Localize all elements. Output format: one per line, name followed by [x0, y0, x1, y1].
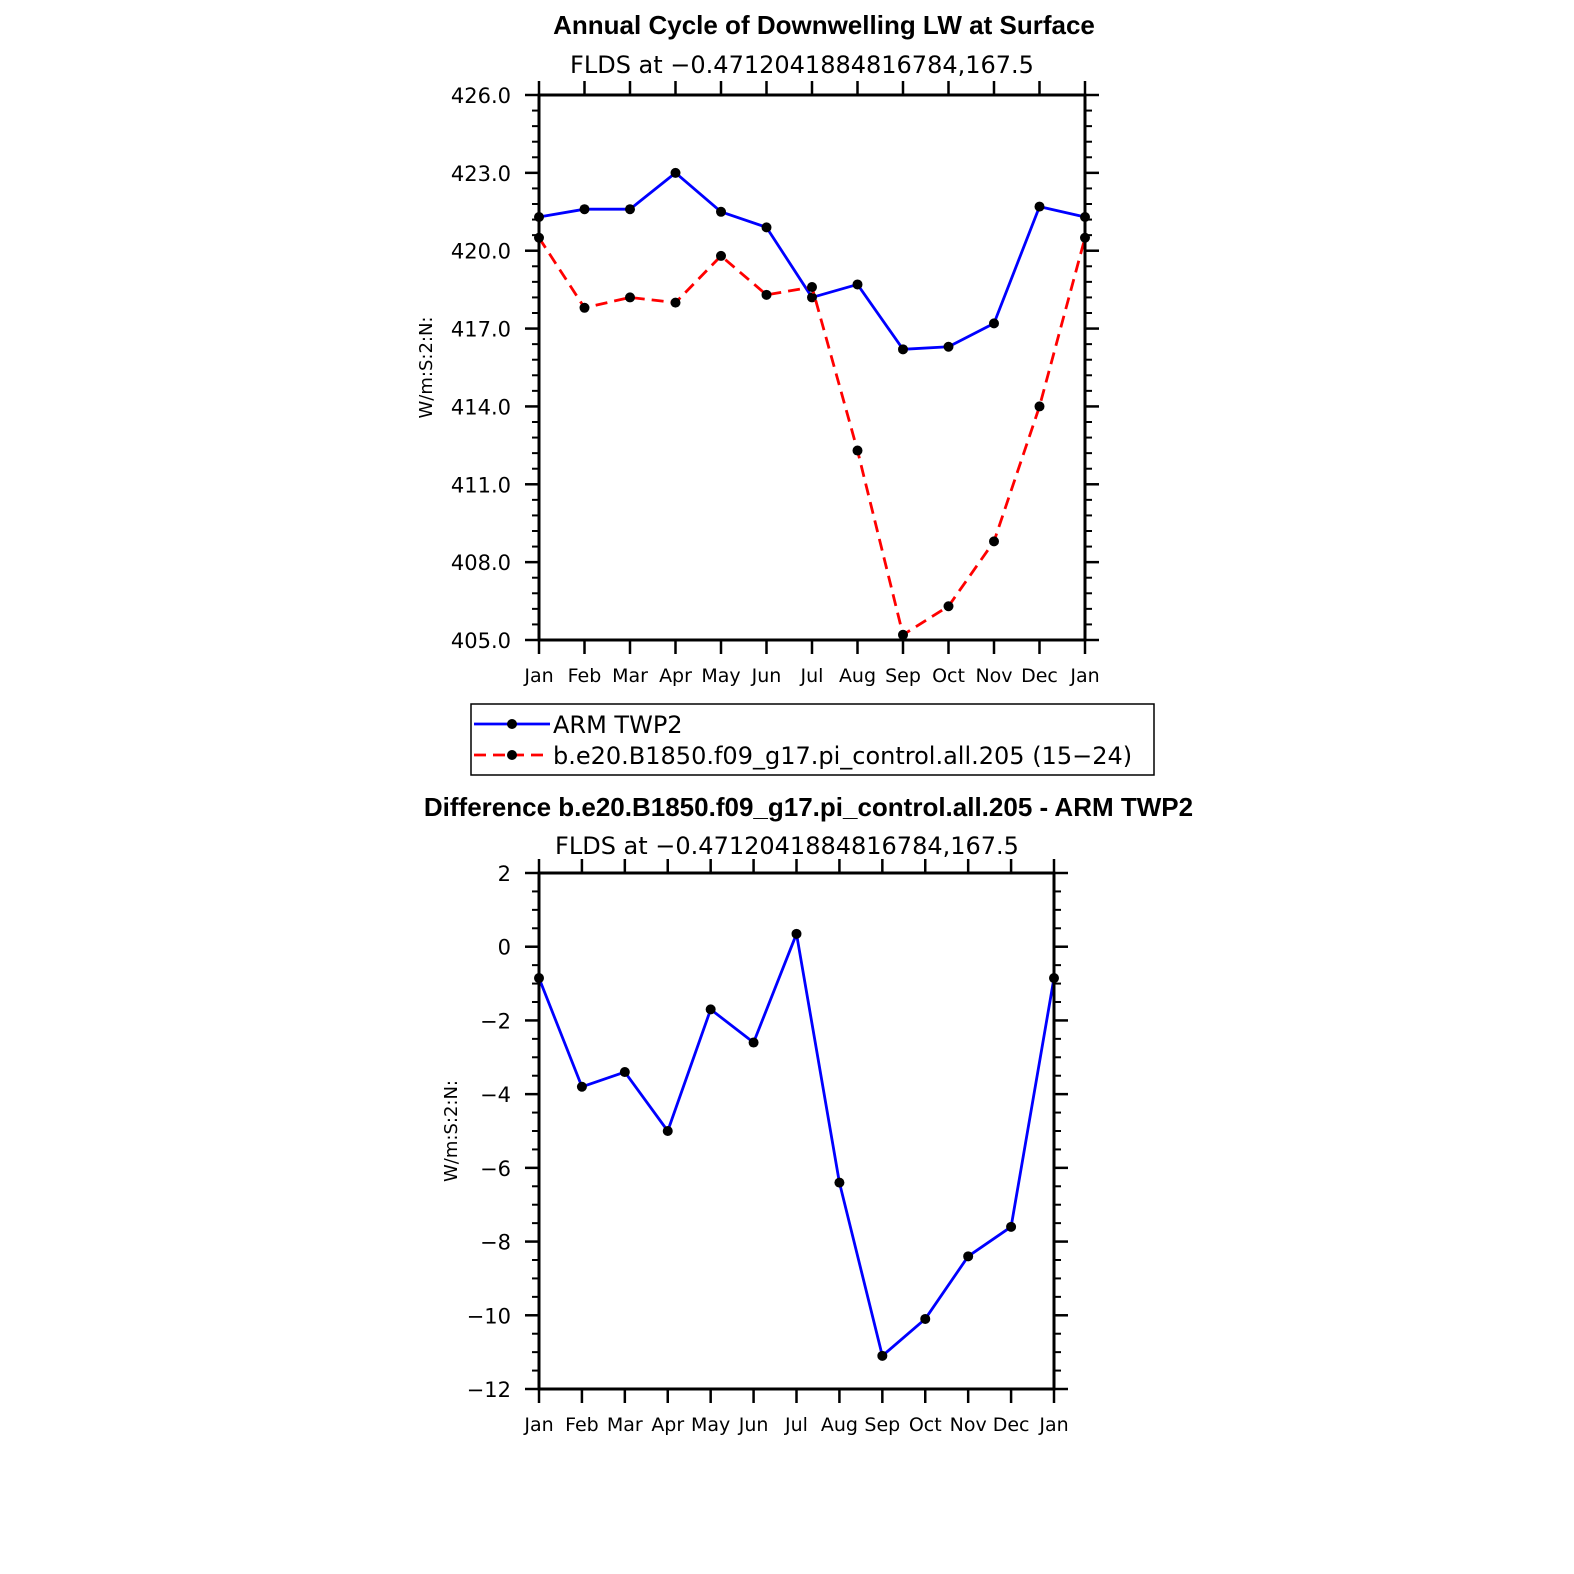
chart-2: Difference b.e20.B1850.f09_g17.pi_contro…	[424, 792, 1193, 1436]
data-point	[716, 206, 726, 217]
data-point	[761, 222, 772, 233]
y-axis-label: W/m:S:2:N:	[416, 317, 437, 419]
y-tick-label: 411.0	[451, 473, 511, 497]
legend-box	[470, 703, 1155, 776]
y-axis-label: W/m:S:2:N:	[441, 1080, 462, 1182]
data-point	[619, 1067, 630, 1078]
y-tick-label: 408.0	[451, 551, 511, 575]
x-tick-label: May	[691, 1414, 730, 1436]
y-tick-label: 426.0	[451, 84, 511, 108]
x-tick-label: Aug	[821, 1414, 858, 1436]
x-tick-label: Oct	[909, 1414, 942, 1436]
data-point	[761, 289, 772, 300]
data-point	[898, 344, 908, 355]
y-tick-label: −8	[480, 1231, 511, 1255]
y-tick-label: −6	[480, 1157, 511, 1181]
data-point	[1034, 201, 1045, 212]
y-tick-label: 414.0	[451, 395, 511, 419]
x-tick-label: Aug	[839, 665, 876, 687]
y-tick-label: 2	[498, 862, 511, 886]
plot-frame	[537, 871, 1056, 1391]
x-tick-label: Jun	[751, 665, 782, 687]
data-point	[807, 292, 817, 303]
data-point	[1034, 401, 1045, 412]
data-point	[943, 601, 954, 612]
data-point	[716, 250, 726, 261]
x-tick-label: Nov	[950, 1414, 987, 1436]
data-point	[877, 1350, 888, 1361]
y-tick-label: −10	[467, 1304, 511, 1328]
chart-title: Difference b.e20.B1850.f09_g17.pi_contro…	[424, 792, 1193, 822]
y-tick-label: 420.0	[451, 240, 511, 264]
x-tick-label: Mar	[607, 1414, 643, 1436]
legend-marker	[507, 750, 517, 760]
x-tick-label: Feb	[568, 665, 602, 687]
data-point	[625, 292, 635, 303]
data-point	[579, 204, 590, 215]
data-point	[963, 1251, 974, 1262]
x-tick-label: Nov	[975, 665, 1012, 687]
data-point	[705, 1004, 716, 1015]
x-tick-label: Jun	[738, 1414, 769, 1436]
data-point	[920, 1313, 931, 1324]
y-tick-label: −12	[467, 1378, 511, 1402]
data-point	[989, 536, 999, 547]
x-tick-label: Jan	[523, 665, 553, 687]
x-tick-label: Apr	[651, 1414, 684, 1436]
series-line-1	[538, 171, 1086, 351]
x-tick-label: Jul	[800, 665, 824, 687]
x-tick-label: Sep	[864, 1414, 900, 1436]
data-point	[670, 167, 681, 178]
data-point	[807, 282, 817, 293]
x-tick-label: May	[701, 665, 740, 687]
chart-1: Annual Cycle of Downwelling LW at Surfac…	[416, 10, 1155, 776]
plot-frame	[537, 93, 1087, 642]
x-tick-label: Dec	[1021, 665, 1058, 687]
data-point	[748, 1037, 759, 1048]
chart-subtitle: FLDS at −0.4712041884816784,167.5	[555, 832, 1019, 860]
data-point	[576, 1081, 587, 1092]
x-tick-label: Dec	[993, 1414, 1030, 1436]
x-tick-label: Jan	[1069, 665, 1099, 687]
x-tick-label: Jul	[784, 1414, 808, 1436]
data-point	[943, 341, 954, 352]
data-point	[625, 204, 635, 215]
chart-title: Annual Cycle of Downwelling LW at Surfac…	[553, 10, 1095, 40]
series-line-1	[537, 932, 1056, 1358]
y-tick-label: 0	[498, 936, 511, 960]
data-point	[852, 279, 863, 290]
chart-subtitle: FLDS at −0.4712041884816784,167.5	[570, 51, 1034, 79]
legend-label-1: ARM TWP2	[553, 711, 683, 739]
y-tick-label: 423.0	[451, 162, 511, 186]
legend-label-2: b.e20.B1850.f09_g17.pi_control.all.205 (…	[553, 742, 1132, 770]
x-tick-label: Sep	[885, 665, 921, 687]
x-tick-label: Apr	[659, 665, 692, 687]
x-tick-label: Jan	[523, 1414, 553, 1436]
x-tick-label: Mar	[612, 665, 648, 687]
data-point	[791, 928, 802, 939]
legend: ARM TWP2 b.e20.B1850.f09_g17.pi_control.a…	[470, 703, 1155, 776]
y-tick-label: 417.0	[451, 318, 511, 342]
x-tick-label: Jan	[1038, 1414, 1068, 1436]
x-tick-label: Feb	[565, 1414, 599, 1436]
data-point	[579, 302, 590, 313]
y-tick-label: 405.0	[451, 629, 511, 653]
y-tick-label: −2	[480, 1009, 511, 1033]
data-point	[852, 445, 863, 456]
data-point	[662, 1126, 673, 1136]
y-tick-label: −4	[480, 1083, 511, 1107]
data-point	[1006, 1221, 1017, 1232]
data-point	[834, 1177, 845, 1188]
data-point	[670, 297, 681, 308]
x-tick-label: Oct	[932, 665, 965, 687]
data-point	[989, 318, 999, 329]
legend-marker	[507, 719, 517, 729]
data-point	[898, 629, 908, 640]
